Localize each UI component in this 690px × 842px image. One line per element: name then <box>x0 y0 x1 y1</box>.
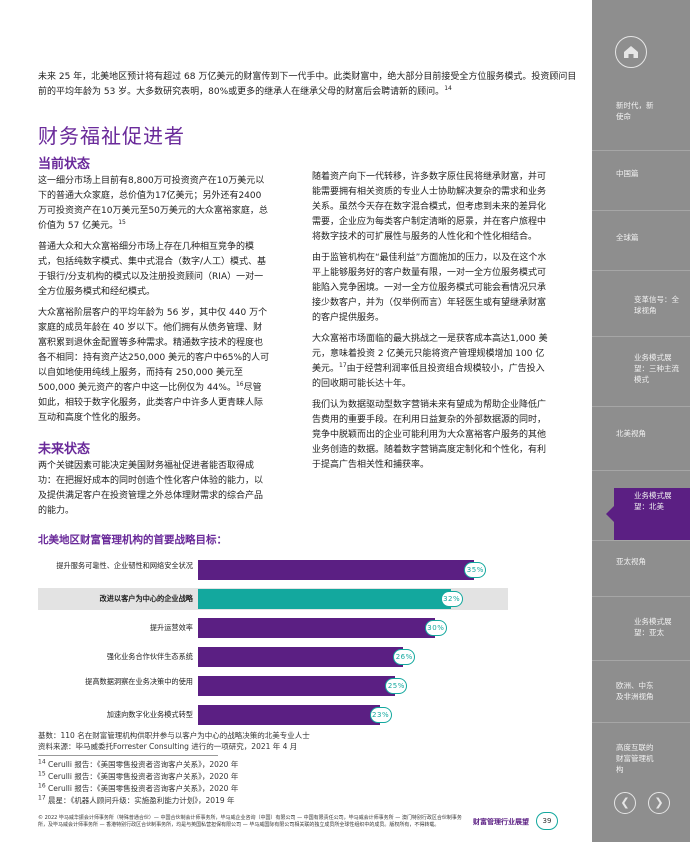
bar <box>198 560 475 580</box>
bar-label: 提升服务可靠性、企业韧性和网络安全状况 <box>56 561 193 570</box>
sidebar-item-label: 中国篇 <box>616 169 639 178</box>
chart-row: 加速向数字化业务模式转型 23% <box>38 704 508 726</box>
future-paragraph-1: 两个关键因素可能决定美国财务福祉促进者能否取得成功：在把握好成本的同时创造个性化… <box>38 461 264 516</box>
footnote-number: 16 <box>38 782 46 790</box>
right-column: 随着资产向下一代转移，许多数字原住民将继承财富，并可能需要拥有相关资质的专业人士… <box>312 170 548 479</box>
chart-title: 北美地区财富管理机构的首要战略目标： <box>38 534 227 546</box>
current-paragraph-3: 大众富裕阶层客户的平均年龄为 56 岁，其中仅 440 万个家庭的成员年龄在 4… <box>38 308 270 423</box>
footnote-ref[interactable]: 14 <box>444 85 452 92</box>
chevron-left-icon: ❮ <box>620 796 630 809</box>
page-number: 39 <box>536 812 558 830</box>
home-button[interactable] <box>615 36 647 68</box>
footnote-number: 17 <box>38 794 46 802</box>
value-label: 32% <box>440 591 463 607</box>
chart-row: 强化业务合作伙伴生态系统 26% <box>38 646 508 668</box>
bar <box>198 589 451 609</box>
bar-label: 提高数据洞察在业务决策中的使用 <box>85 677 193 686</box>
section-title: 财务福祉促进者 <box>38 124 185 148</box>
sidebar-item-label: 北美视角 <box>616 429 646 438</box>
active-tab-pointer <box>606 506 614 522</box>
chart-row: 提高数据洞察在业务决策中的使用 25% <box>38 675 508 697</box>
value-label: 23% <box>369 707 392 723</box>
next-page-button[interactable]: ❯ <box>648 792 670 814</box>
footnote-ref[interactable]: 15 <box>118 219 126 226</box>
footnote: 17 晨星：《机器人顾问升级：实施盈利能力计划》，2019 年 <box>38 795 235 806</box>
footnote-text: Cerulli 报告：《美国零售投资者咨询客户关系》，2020 年 <box>45 760 239 769</box>
bar-label: 提升运营效率 <box>149 623 193 632</box>
footnote-ref[interactable]: 16 <box>235 381 244 388</box>
right-paragraph-1: 随着资产向下一代转移，许多数字原住民将继承财富，并可能需要拥有相关资质的专业人士… <box>312 172 547 242</box>
prev-page-button[interactable]: ❮ <box>614 792 636 814</box>
footnote: 16 Cerulli 报告：《美国零售投资者咨询客户关系》，2020 年 <box>38 783 238 794</box>
chart-row: 改进以客户为中心的企业战略 32% <box>38 588 508 610</box>
footnote: 14 Cerulli 报告：《美国零售投资者咨询客户关系》，2020 年 <box>38 759 238 770</box>
sidebar-item-label: 高度互联的财富管理机构 <box>616 743 654 774</box>
value-label: 35% <box>464 562 487 578</box>
chart-row: 提升运营效率 30% <box>38 617 508 639</box>
bar-label: 改进以客户为中心的企业战略 <box>99 594 193 603</box>
chevron-right-icon: ❯ <box>654 796 664 809</box>
sidebar-item-label: 亚太视角 <box>616 557 646 566</box>
footer-title: 财富管理行业展望 <box>473 818 529 826</box>
active-tab-highlight <box>614 488 690 540</box>
right-paragraph-4: 我们认为数据驱动型数字营销未来有望成为帮助企业降低广告费用的重要手段。在利用日益… <box>312 400 547 470</box>
current-paragraph-1: 这一细分市场上目前有8,800万可投资资产在10万美元以下的普通大众家庭，总价值… <box>38 176 268 231</box>
sidebar-item-label: 新时代，新使命 <box>616 101 654 121</box>
bar <box>198 676 396 696</box>
bar <box>198 618 435 638</box>
sidebar-item-label: 业务模式展望：三种主流模式 <box>634 353 679 384</box>
sidebar-item-label: 变革信号：全球视角 <box>634 295 679 315</box>
intro-paragraph: 未来 25 年，北美地区预计将有超过 68 万亿美元的财富传到下一代手中。此类财… <box>38 72 577 97</box>
left-column: 这一细分市场上目前有8,800万可投资资产在10万美元以下的普通大众家庭，总价值… <box>38 174 270 432</box>
footnote-number: 14 <box>38 758 46 766</box>
current-state-heading: 当前状态 <box>38 157 91 172</box>
right-paragraph-2: 由于监管机构在“最佳利益”方面施加的压力，以及在这个水平上能够服务好的客户数量有… <box>312 253 547 323</box>
bar <box>198 647 404 667</box>
current-paragraph-2: 普通大众和大众富裕细分市场上存在几种相互竞争的模式，包括纯数字模式、集中式混合（… <box>38 242 267 297</box>
value-label: 26% <box>393 649 416 665</box>
sidebar-item-label: 业务模式展望：北美 <box>634 491 672 511</box>
chart-base-note: 基数：110 名在财富管理机构供职并参与以客户为中心的战略决策的北美专业人士 <box>38 731 310 740</box>
footnote: 15 Cerulli 报告：《美国零售投资者咨询客户关系》，2020 年 <box>38 771 238 782</box>
footnote-number: 15 <box>38 770 46 778</box>
sidebar-item-label: 全球篇 <box>616 233 639 242</box>
future-state-heading: 未来状态 <box>38 442 91 457</box>
footnote-divider <box>38 755 218 756</box>
legal-text: © 2022 毕马威华振会计师事务所（特殊普通合伙）— 中国合伙制会计师事务所，… <box>38 815 462 828</box>
sidebar-item-label: 业务模式展望：亚太 <box>634 617 672 637</box>
main-content: 未来 25 年，北美地区预计将有超过 68 万亿美元的财富传到下一代手中。此类财… <box>38 72 577 830</box>
strategy-bar-chart: 提升服务可靠性、企业韧性和网络安全状况 35% 改进以客户为中心的企业战略 32% 提升… <box>38 556 508 726</box>
footnote-text: 晨星：《机器人顾问升级：实施盈利能力计划》，2019 年 <box>45 796 235 805</box>
bar-label: 强化业务合作伙伴生态系统 <box>106 652 193 661</box>
bar-label: 加速向数字化业务模式转型 <box>106 710 193 719</box>
home-icon <box>624 46 638 58</box>
chart-source-note: 资料来源：毕马威委托Forrester Consulting 进行的一项研究，2… <box>38 742 298 751</box>
right-paragraph-3: 大众富裕市场面临的最大挑战之一是获客成本高达1,000 美元，意味着投资 2 亿… <box>312 334 548 389</box>
sidebar-item-label: 欧洲、中东及非洲视角 <box>616 681 654 701</box>
footnote-ref[interactable]: 17 <box>339 362 347 369</box>
bar <box>198 705 380 725</box>
value-label: 25% <box>385 678 408 694</box>
chart-row: 提升服务可靠性、企业韧性和网络安全状况 35% <box>38 559 508 581</box>
footnote-text: Cerulli 报告：《美国零售投资者咨询客户关系》，2020 年 <box>45 772 239 781</box>
footnote-text: Cerulli 报告：《美国零售投资者咨询客户关系》，2020 年 <box>45 784 239 793</box>
value-label: 30% <box>424 620 447 636</box>
future-column: 两个关键因素可能决定美国财务福祉促进者能否取得成功：在把握好成本的同时创造个性化… <box>38 459 270 525</box>
sidebar-nav: 新时代，新使命中国篇全球篇变革信号：全球视角业务模式展望：三种主流模式北美视角业… <box>592 0 690 842</box>
